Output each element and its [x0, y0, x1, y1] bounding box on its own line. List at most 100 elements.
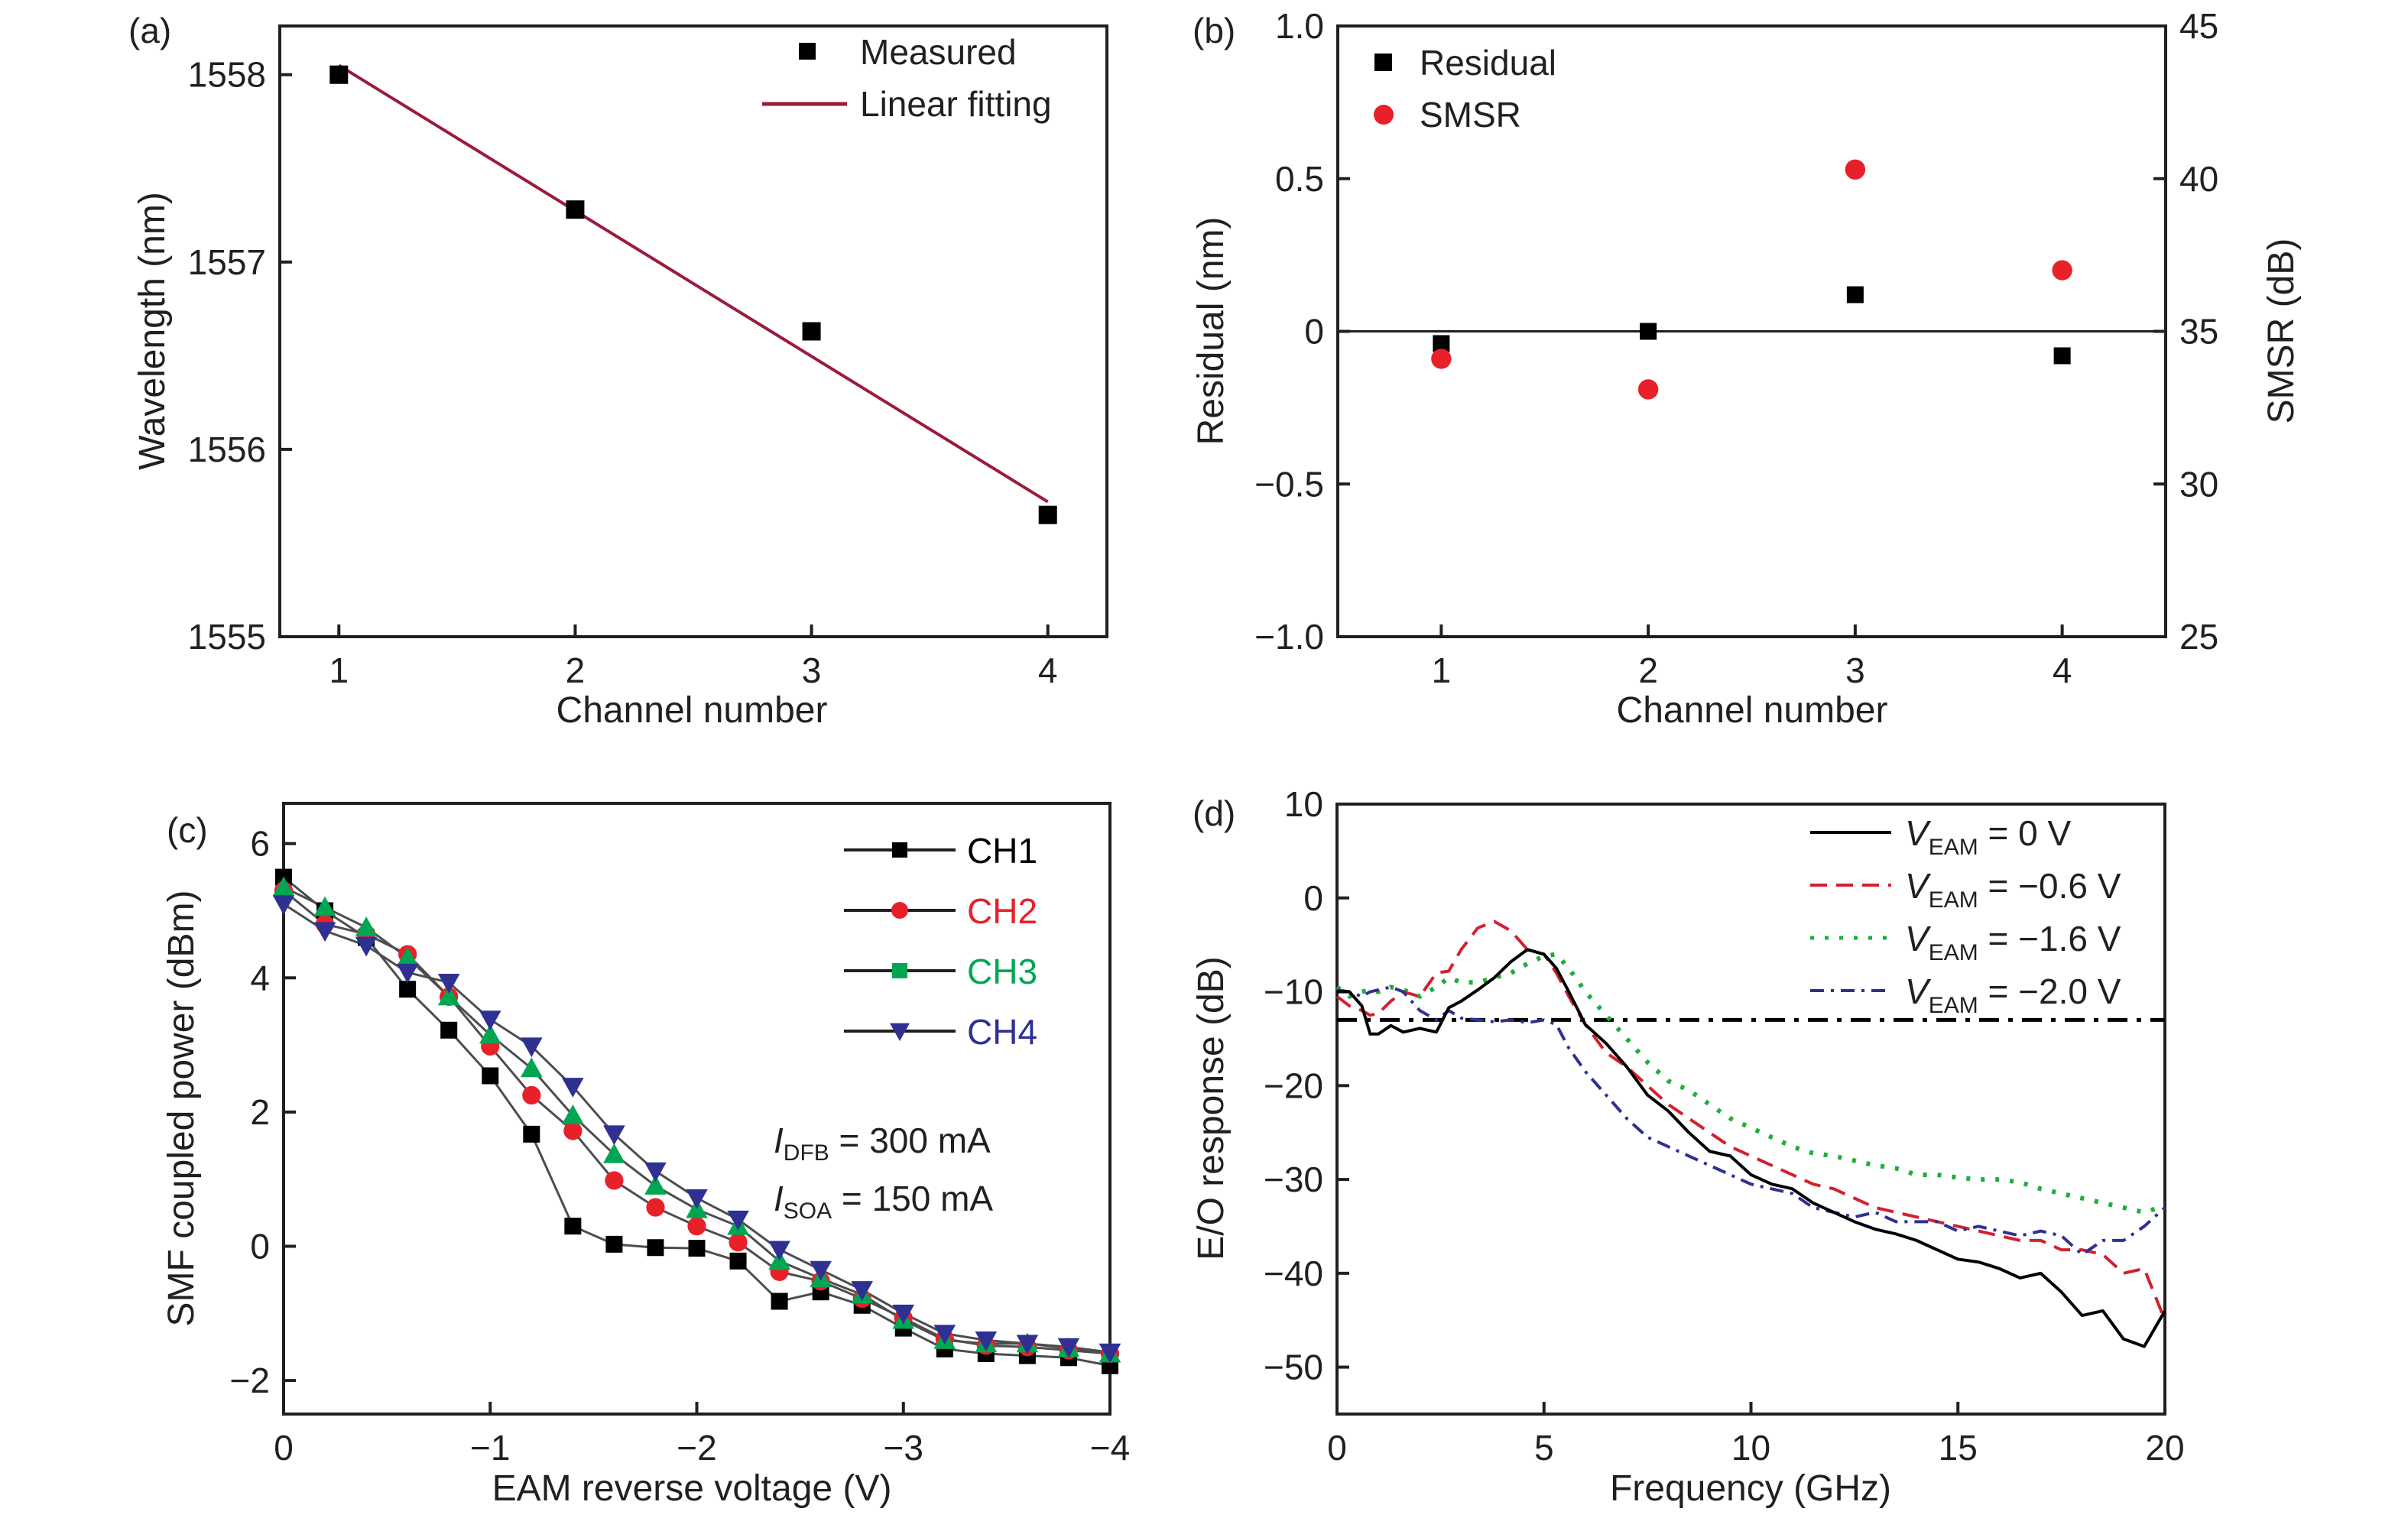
- data-point-ch1: [688, 1240, 706, 1257]
- data-point-smsr: [2052, 260, 2072, 281]
- y-tick-label: −0.5: [1254, 464, 1324, 504]
- legend-b: Residual SMSR: [1374, 43, 1556, 135]
- x-tick-label: 2: [566, 650, 586, 690]
- data-point-ch1: [399, 981, 417, 998]
- marks-b: [1338, 159, 2166, 400]
- y-tick-label: −40: [1264, 1254, 1323, 1293]
- data-point-ch4: [810, 1260, 832, 1281]
- y-tick-label: −10: [1264, 972, 1323, 1012]
- data-point-residual: [1640, 323, 1657, 340]
- y2-tick-label: 45: [2179, 6, 2218, 46]
- x-tick-label: 4: [1038, 650, 1058, 690]
- series-line-dotted: [1335, 952, 2166, 1215]
- data-point-ch4: [603, 1125, 625, 1146]
- marks-a: [329, 63, 1057, 524]
- data-point-measured: [1038, 505, 1057, 524]
- data-point-smsr: [1845, 159, 1866, 180]
- data-point-ch4: [975, 1331, 998, 1351]
- x-axis-label-d: Frequency (GHz): [1610, 1468, 1891, 1509]
- x-tick-label: 20: [2145, 1428, 2184, 1468]
- y-tick-label: 1.0: [1275, 6, 1324, 46]
- data-point-ch2: [646, 1198, 665, 1217]
- data-point-ch3: [313, 896, 336, 916]
- data-point-smsr: [1637, 379, 1659, 400]
- legend-label-ch2: CH2: [967, 891, 1037, 931]
- panel-label-c: (c): [167, 810, 208, 850]
- y-tick-label: 1556: [188, 430, 266, 469]
- data-point-ch3: [562, 1104, 584, 1124]
- series-line-dash-dot: [1336, 985, 2166, 1257]
- y-tick-label: −30: [1264, 1160, 1323, 1199]
- legend-marker-ch1: [892, 842, 907, 858]
- data-point-ch4: [1099, 1343, 1121, 1364]
- legend-marker-ch3: [892, 963, 907, 978]
- x-tick-label: −2: [677, 1428, 716, 1468]
- y-tick-label: −20: [1264, 1066, 1323, 1105]
- marks-d: [1335, 920, 2166, 1348]
- y2-axis-label-b: SMSR (dB): [2261, 238, 2302, 424]
- annotation-idfb: IDFB = 300 mA: [774, 1121, 991, 1166]
- panel-b: (b) 1 2 3 4 −1.0 −0.5 0 0.5 1.0 25 30 35 40 45 Channe…: [1191, 6, 2302, 731]
- y-axis-label-b: Residual (nm): [1191, 217, 1232, 446]
- data-point-residual: [2053, 347, 2071, 365]
- panel-label-a: (a): [128, 11, 171, 50]
- data-point-ch2: [563, 1121, 583, 1140]
- y-tick-label: 2: [250, 1092, 270, 1132]
- data-point-ch4: [686, 1189, 708, 1209]
- axes-a: 1 2 3 4 1555 1556 1557 1558: [188, 55, 1058, 690]
- y-tick-label: 1558: [188, 55, 266, 95]
- y-tick-label: −1.0: [1254, 617, 1324, 657]
- y-tick-label: 0.5: [1275, 159, 1324, 199]
- x-tick-label: 10: [1731, 1428, 1770, 1468]
- x-tick-label: 3: [802, 650, 822, 690]
- legend-label-dash-dot: VEAM = −2.0 V: [1905, 971, 2121, 1018]
- data-point-ch4: [521, 1037, 543, 1058]
- data-point-measured: [566, 200, 585, 219]
- y-tick-label: 0: [250, 1226, 270, 1266]
- x-tick-label: 4: [2053, 650, 2072, 690]
- legend-marker-smsr: [1374, 105, 1394, 125]
- data-point-ch4: [644, 1162, 667, 1182]
- data-point-ch4: [1057, 1338, 1080, 1358]
- data-point-ch2: [687, 1217, 706, 1236]
- legend-d: VEAM = 0 V VEAM = −0.6 V VEAM = −1.6 V VEAM…: [1810, 813, 2121, 1018]
- data-point-ch1: [440, 1021, 458, 1039]
- data-point-ch3: [603, 1143, 625, 1163]
- x-tick-label: 0: [1327, 1428, 1347, 1468]
- legend-label-ch4: CH4: [967, 1012, 1037, 1052]
- y-tick-label: 0: [1304, 312, 1324, 352]
- data-point-ch4: [1016, 1335, 1039, 1355]
- data-point-ch3: [644, 1175, 667, 1195]
- y2-tick-label: 25: [2179, 617, 2218, 657]
- data-point-ch2: [729, 1233, 748, 1252]
- data-point-residual: [1846, 286, 1864, 303]
- y-tick-label: −2: [230, 1361, 270, 1400]
- legend-label-linear-fitting: Linear fitting: [860, 84, 1052, 124]
- plot-frame-a: [278, 24, 1108, 638]
- fit-line: [338, 63, 1049, 504]
- panel-label-b: (b): [1193, 11, 1235, 50]
- legend-a: Measured Linear fitting: [762, 32, 1052, 124]
- data-point-ch4: [479, 1010, 501, 1031]
- series-line-solid: [1337, 948, 2166, 1348]
- y-tick-label: 0: [1303, 878, 1323, 918]
- y-axis-label-a: Wavelength (nm): [132, 192, 173, 470]
- x-tick-label: 5: [1534, 1428, 1554, 1468]
- legend-marker-ch4: [890, 1023, 910, 1041]
- x-tick-label: −4: [1090, 1428, 1130, 1468]
- y-tick-label: 1555: [188, 617, 266, 657]
- y2-tick-label: 40: [2179, 159, 2218, 199]
- y-tick-label: 10: [1284, 784, 1323, 824]
- legend-marker-residual: [1374, 54, 1392, 71]
- y2-tick-label: 35: [2179, 312, 2218, 352]
- legend-label-smsr: SMSR: [1420, 95, 1521, 135]
- x-tick-label: −3: [884, 1428, 923, 1468]
- x-tick-label: 2: [1638, 650, 1658, 690]
- annotation-isoa: ISOA = 150 mA: [774, 1179, 993, 1224]
- y-axis-label-c: SMF coupled power (dBm): [161, 890, 202, 1327]
- legend-marker-ch2: [891, 902, 908, 919]
